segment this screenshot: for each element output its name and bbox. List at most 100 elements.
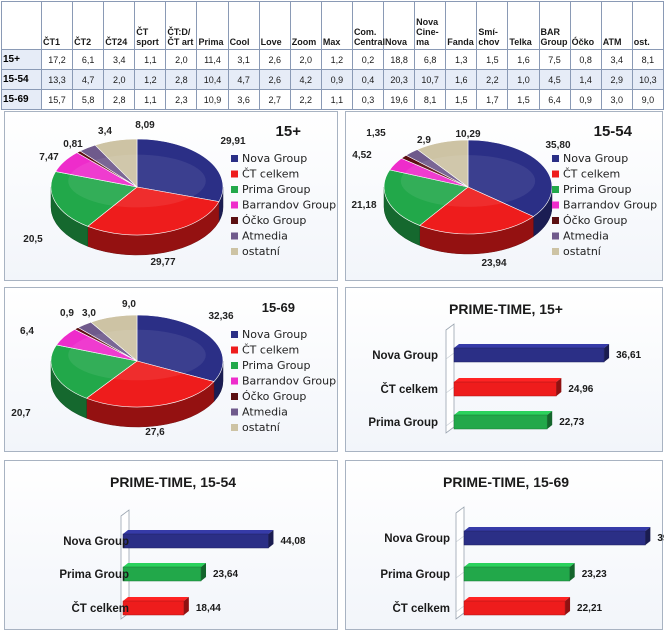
table-cell: 8,1 (414, 89, 447, 110)
legend-swatch (231, 362, 238, 369)
legend-swatch (231, 408, 238, 416)
column-header: Smí- chov (476, 1, 509, 50)
axis-wall (445, 323, 455, 434)
table-cell: 2,9 (600, 69, 633, 90)
table-cell: 3,4 (600, 49, 633, 70)
column-header: Óčko (569, 1, 602, 50)
table-cell: 2,3 (165, 89, 198, 110)
data-label: 0,81 (63, 139, 83, 150)
legend-swatch (552, 155, 559, 162)
table-cell: 2,6 (258, 49, 291, 70)
category-label: ČT celkem (380, 383, 438, 396)
bar-top (464, 597, 571, 601)
legend-label: ostatní (242, 245, 281, 258)
axis-tick (445, 386, 455, 394)
table-row: 15-54 13,3 4,7 2,0 1,2 2,8 10,4 4,7 2,6 4,2 0,9 0,4… (1, 69, 665, 90)
prima-slice (50, 171, 138, 227)
data-label: 10,29 (455, 129, 480, 140)
table-cell: 1,2 (320, 49, 353, 70)
legend: Nova Group ČT celkem Prima Group Barrandov … (231, 328, 336, 434)
legend-swatch (231, 201, 238, 209)
legend-label: Prima Group (563, 183, 631, 196)
table-cell: 1,6 (507, 49, 540, 70)
table-cell: 3,6 (227, 89, 260, 110)
table-cell: 11,4 (196, 49, 229, 70)
row-label: 15-54 (1, 69, 42, 90)
table-cell: 17,2 (40, 49, 74, 70)
table-cell: 3,0 (600, 89, 633, 110)
legend-label: Prima Group (242, 183, 310, 196)
data-label: 35,80 (545, 140, 570, 151)
data-label: 3,4 (98, 126, 112, 137)
legend-swatch (231, 248, 238, 255)
legend-label: Atmedia (242, 406, 288, 419)
bar-panel-prime-15-54: PRIME-TIME, 15-54 44,08 Nova Group 23,64 Pri… (4, 460, 338, 630)
bar-value-label: 18,44 (196, 603, 221, 614)
table-cell: 1,7 (476, 89, 509, 110)
pie-highlight (68, 154, 206, 208)
bar-front (453, 414, 548, 430)
legend-label: Óčko Group (242, 390, 306, 403)
table-cell: 10,7 (414, 69, 447, 90)
legend-label: ostatní (563, 245, 602, 258)
bar-side (183, 597, 189, 615)
legend-label: Atmedia (563, 230, 609, 243)
category-label: Prima Group (59, 569, 129, 581)
legend-label: Barrandov Group (563, 199, 657, 212)
table-cell: 1,4 (569, 69, 602, 90)
legend: Nova Group ČT celkem Prima Group Barrandov … (552, 152, 657, 258)
chart-title: 15-54 (594, 123, 633, 140)
bar-side (201, 563, 207, 581)
table-cell: 2,0 (103, 69, 136, 90)
table-cell: 1,5 (476, 49, 509, 70)
legend-swatch (231, 346, 238, 354)
legend-swatch (552, 248, 559, 255)
ct-slice (87, 186, 220, 236)
table-cell: 1,1 (134, 49, 167, 70)
ct-slice (419, 186, 534, 235)
category-label: Prima Group (368, 417, 438, 429)
legend-label: Atmedia (242, 230, 288, 243)
table-cell: 20,3 (383, 69, 416, 90)
data-label: 6,4 (20, 326, 34, 337)
table-cell: 2,8 (103, 89, 136, 110)
bar-prima-group (122, 563, 207, 582)
row-label: 15-69 (1, 89, 42, 110)
axis-tick (455, 605, 465, 613)
table-header-row: ČT1 ČT2 ČT24 ČT sport ČT:D/ ČT art Prima Cool L… (1, 1, 665, 50)
table-cell: 3,4 (103, 49, 136, 70)
pie-top (383, 139, 553, 235)
table-cell: 2,2 (289, 89, 322, 110)
table-corner (1, 1, 42, 50)
data-label: 7,47 (39, 152, 59, 163)
prima-slice (383, 169, 469, 226)
bar-chart-prime-15-54: PRIME-TIME, 15-54 44,08 Nova Group 23,64 Pri… (59, 474, 306, 620)
table-body: 15+ 17,2 6,1 3,4 1,1 2,0 11,4 3,1 2,6 2,0 1,2 0,2 18… (1, 49, 665, 110)
axis-tick (455, 535, 465, 543)
legend-label: ostatní (242, 421, 281, 434)
chart-title: PRIME-TIME, 15-54 (110, 474, 236, 490)
bar-nova-group (453, 344, 610, 363)
table-cell: 5,8 (72, 89, 105, 110)
table-cell: 2,0 (165, 49, 198, 70)
chart-title: 15+ (276, 123, 302, 140)
legend-swatch (552, 170, 559, 178)
bar-chart-prime-15-69: PRIME-TIME, 15-69 39,86 Nova Group 23,23 Pri… (380, 474, 664, 620)
legend-swatch (552, 217, 559, 224)
data-label: 8,09 (135, 120, 155, 131)
ostatni-slice (90, 314, 138, 362)
legend-label: Nova Group (242, 328, 307, 341)
bar-side (604, 344, 610, 362)
column-header: ČT24 (103, 1, 136, 50)
data-label: 2,9 (417, 135, 431, 146)
bar-prima-group (453, 411, 553, 430)
data-label: 20,5 (23, 234, 43, 245)
nova-slice (136, 314, 224, 382)
bar-value-label: 44,08 (280, 536, 305, 547)
bar-side (268, 530, 274, 548)
ostatni-slice (94, 138, 138, 188)
bar-side (569, 563, 575, 581)
table-cell: 1,6 (445, 69, 478, 90)
data-label: 27,6 (145, 427, 165, 438)
bar-side (645, 527, 651, 545)
